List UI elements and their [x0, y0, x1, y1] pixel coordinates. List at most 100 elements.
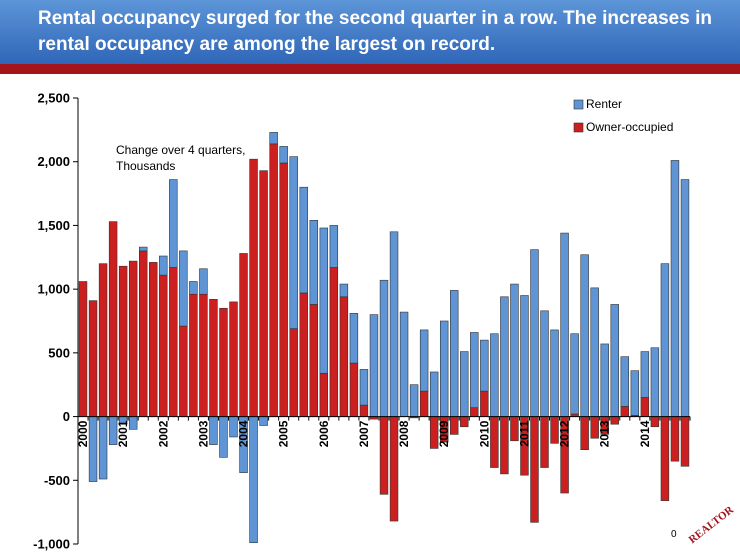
renter-bar — [269, 132, 278, 145]
owner-bar — [209, 299, 218, 417]
renter-bar — [600, 343, 609, 417]
x-tick-label: 2012 — [558, 420, 572, 447]
renter-bar — [419, 329, 429, 392]
x-tick-label: 2008 — [397, 420, 411, 447]
y-tick-label: 2,000 — [37, 154, 70, 169]
owner-bar — [610, 416, 619, 425]
owner-bar — [500, 416, 509, 475]
owner-bar — [419, 390, 429, 417]
x-tick-label: 2013 — [598, 420, 612, 447]
y-tick-label: 1,500 — [37, 218, 70, 233]
owner-bar — [680, 416, 690, 467]
renter-bar — [510, 283, 519, 417]
owner-bar — [169, 267, 178, 417]
renter-bar — [369, 314, 379, 417]
owner-bar — [179, 325, 188, 417]
x-tick-label: 2001 — [116, 420, 130, 447]
realtor-logo-text: REALTOR — [687, 503, 736, 546]
x-tick-label: 2002 — [156, 420, 170, 447]
page-number: 0 — [671, 529, 677, 540]
renter-bar — [329, 225, 339, 268]
owner-bar — [189, 293, 198, 417]
x-tick-label: 2007 — [357, 420, 371, 447]
owner-bar — [329, 267, 339, 417]
renter-bar — [429, 371, 439, 417]
renter-bar — [189, 281, 198, 295]
renter-bar — [309, 220, 318, 305]
annotation-line: Change over 4 quarters, — [116, 143, 245, 157]
renter-bar — [209, 416, 218, 445]
owner-bar — [279, 162, 288, 417]
renter-bar — [550, 329, 559, 417]
owner-bar — [98, 263, 108, 417]
renter-bar — [439, 320, 449, 417]
renter-bar — [128, 416, 138, 430]
renter-bar — [570, 333, 579, 415]
owner-bar — [219, 307, 228, 417]
owner-bar — [319, 372, 329, 417]
renter-bar — [98, 416, 108, 480]
renter-bar — [650, 347, 660, 417]
renter-bar — [379, 279, 389, 417]
chart-annotation: Change over 4 quarters, Thousands — [116, 143, 245, 173]
owner-bar — [269, 143, 278, 417]
x-tick-label: 2011 — [517, 420, 531, 446]
owner-bar — [660, 416, 670, 501]
owner-bar — [470, 407, 479, 417]
renter-bar — [640, 351, 650, 398]
renter-bar — [179, 250, 188, 327]
renter-bar — [460, 351, 469, 417]
renter-bar — [480, 339, 489, 392]
owner-bar — [118, 265, 128, 417]
owner-bar — [299, 292, 308, 417]
renter-bar — [169, 179, 178, 268]
title-bar: Rental occupancy surged for the second q… — [0, 0, 740, 64]
owner-bar — [289, 328, 298, 417]
owner-bar — [450, 416, 459, 435]
owner-bar — [349, 362, 359, 417]
owner-bar — [640, 397, 650, 417]
x-tick-label: 2014 — [638, 420, 652, 447]
owner-bar — [480, 390, 489, 417]
renter-bar — [399, 311, 409, 417]
owner-bar — [309, 304, 318, 417]
renter-bar — [680, 179, 690, 417]
owner-bar — [78, 281, 88, 417]
owner-bar — [159, 274, 168, 417]
renter-bar — [249, 416, 258, 544]
x-tick-label: 2006 — [317, 420, 331, 447]
x-tick-label: 2009 — [437, 420, 451, 447]
renter-bar — [339, 283, 349, 298]
renter-bar — [88, 416, 98, 482]
renter-bar — [159, 255, 168, 276]
y-tick-label: -1,000 — [33, 537, 70, 552]
y-tick-label: 0 — [63, 409, 70, 424]
legend-swatch — [573, 99, 584, 110]
owner-bar — [139, 250, 148, 417]
owner-bar — [249, 158, 258, 417]
renter-bar — [500, 296, 509, 417]
owner-bar — [149, 262, 158, 417]
x-tick-label: 2010 — [477, 420, 491, 447]
renter-bar — [560, 232, 569, 417]
owner-bar — [580, 416, 589, 451]
renter-bar — [259, 416, 268, 426]
renter-bar — [620, 356, 629, 407]
x-tick-label: 2003 — [196, 420, 210, 447]
renter-bar — [590, 287, 599, 417]
owner-bar — [670, 416, 680, 462]
annotation-line: Thousands — [116, 159, 175, 173]
legend-swatch — [573, 122, 584, 133]
x-tick-label: 2004 — [237, 420, 251, 447]
y-tick-label: 500 — [48, 345, 70, 360]
renter-bar — [199, 268, 208, 295]
renter-bar — [670, 160, 680, 417]
x-axis: 2000 2001 2002 2003 2004 2005 2006 2007 2008 2009… — [76, 416, 691, 447]
renter-bar — [349, 313, 359, 364]
owner-bar — [359, 404, 369, 417]
renter-bar — [540, 310, 549, 417]
slide-title: Rental occupancy surged for the second q… — [38, 8, 712, 55]
legend-label: Renter — [586, 97, 622, 111]
renter-bar — [319, 227, 329, 374]
